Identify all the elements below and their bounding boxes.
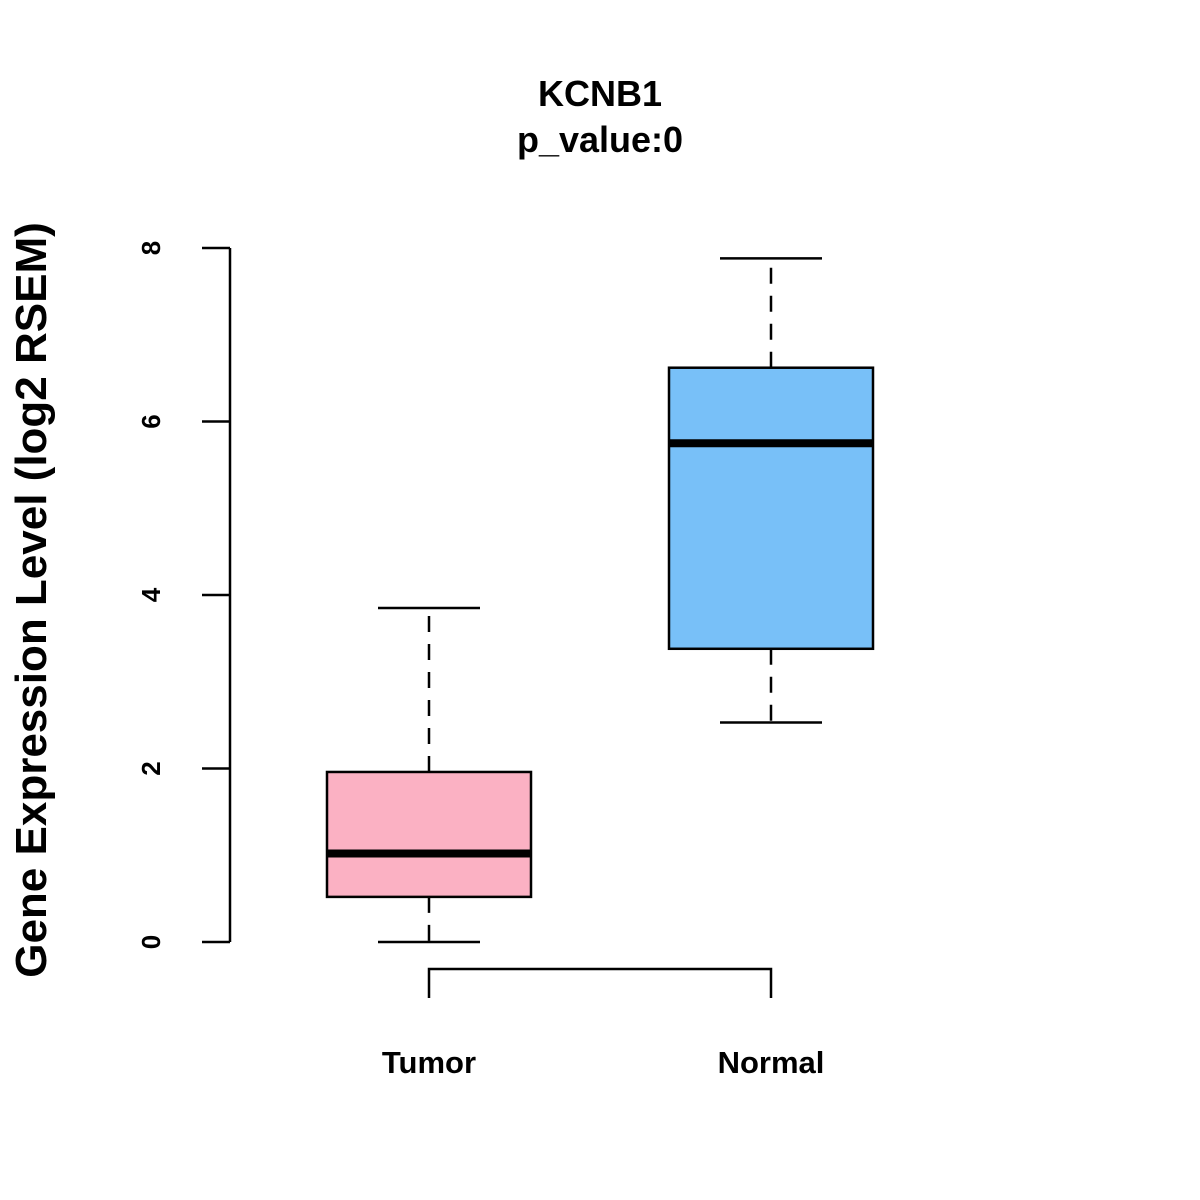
chart-title: KCNB1 (538, 73, 662, 114)
y-tick-label-8: 8 (136, 241, 166, 255)
y-tick-label-2: 2 (136, 761, 166, 775)
iqr-box-tumor (325, 770, 533, 899)
boxes (325, 257, 875, 944)
comparison-bracket (427, 967, 773, 998)
chart-subtitle: p_value:0 (517, 119, 683, 160)
category-label-tumor: Tumor (382, 1045, 476, 1080)
box-normal (667, 257, 875, 724)
category-labels: Tumor Normal (382, 1045, 824, 1080)
box-tumor (325, 606, 533, 944)
y-axis-title: Gene Expression Level (log2 RSEM) (7, 222, 56, 978)
y-axis: 0 2 4 6 8 (136, 241, 232, 949)
bracket-line (427, 967, 773, 998)
iqr-box-normal (667, 366, 875, 651)
y-tick-label-4: 4 (136, 587, 166, 602)
y-tick-label-0: 0 (136, 935, 166, 949)
y-tick-label-6: 6 (136, 414, 166, 428)
category-label-normal: Normal (718, 1045, 825, 1080)
